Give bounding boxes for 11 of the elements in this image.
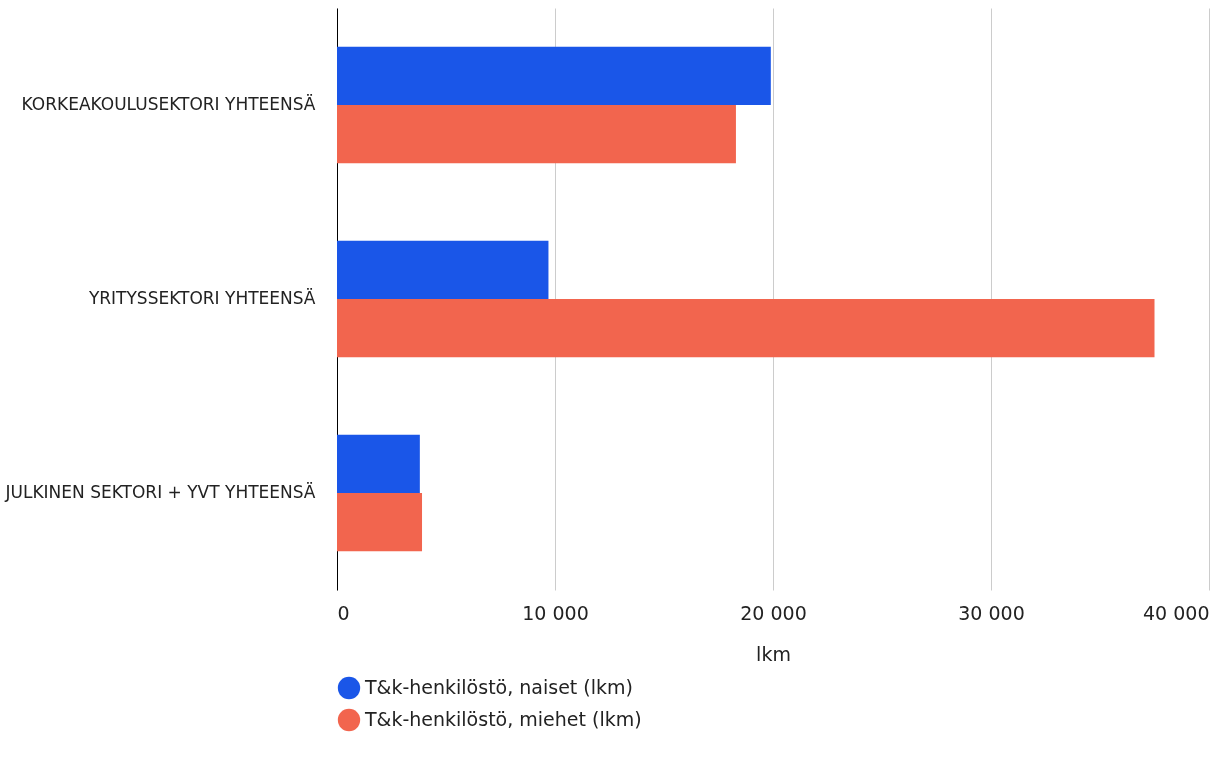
x-tick-label: 10 000 xyxy=(522,601,589,624)
y-tick-label: KORKEAKOULUSEKTORI YHTEENSÄ xyxy=(21,94,316,114)
legend-label: T&k-henkilöstö, miehet (lkm) xyxy=(364,708,642,730)
x-tick-label: 40 000 xyxy=(1143,601,1210,624)
x-axis-title: lkm xyxy=(756,642,791,665)
x-tick-label: 0 xyxy=(337,601,350,624)
x-tick-label: 20 000 xyxy=(740,601,807,624)
y-tick-label: YRITYSSEKTORI YHTEENSÄ xyxy=(87,288,316,308)
x-tick-label: 30 000 xyxy=(958,601,1025,624)
legend-label: T&k-henkilöstö, naiset (lkm) xyxy=(364,676,633,698)
y-tick-label: JULKINEN SEKTORI + YVT YHTEENSÄ xyxy=(4,482,316,502)
